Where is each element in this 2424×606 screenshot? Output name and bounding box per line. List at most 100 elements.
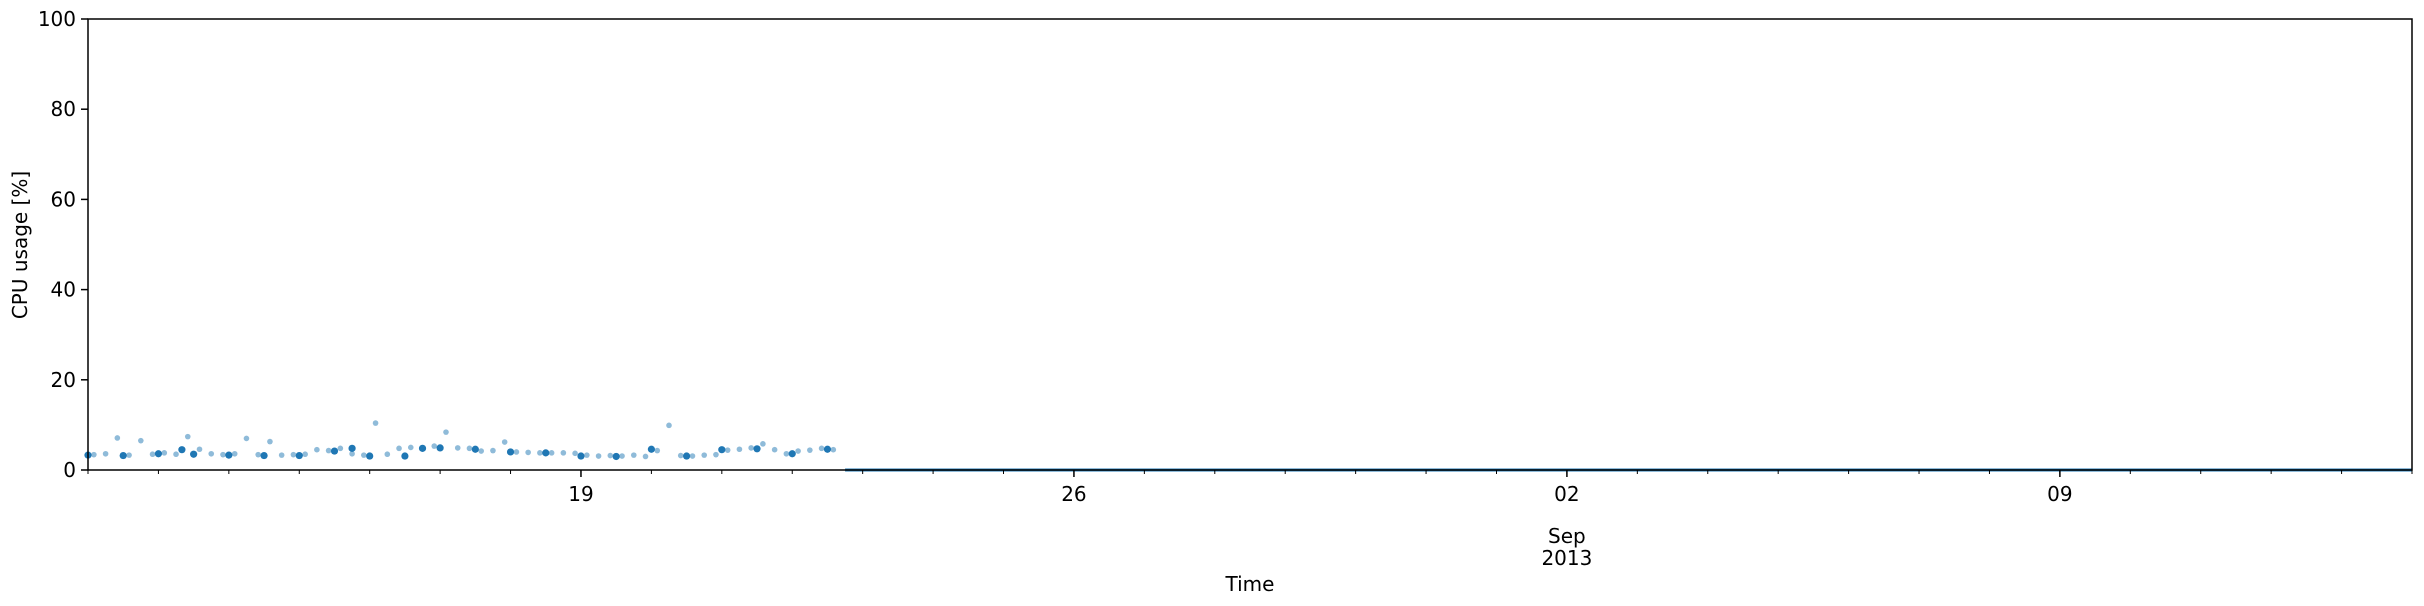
- data-point: [619, 453, 625, 459]
- data-point: [760, 441, 766, 447]
- x-tick-label: 26: [1061, 482, 1086, 506]
- data-point: [102, 450, 109, 457]
- data-point: [91, 451, 97, 458]
- data-point: [612, 452, 620, 461]
- x-tick-label: 19: [568, 482, 593, 506]
- data-point: [525, 449, 531, 456]
- data-point: [466, 445, 473, 452]
- y-tick-label: 40: [51, 278, 76, 302]
- data-point: [401, 452, 409, 460]
- data-point: [190, 450, 198, 458]
- data-point: [607, 452, 614, 459]
- data-point: [783, 450, 790, 457]
- data-point: [771, 446, 778, 453]
- y-tick-label: 0: [63, 458, 76, 482]
- x-month-label: Sep: [1548, 524, 1586, 548]
- data-point: [372, 420, 379, 426]
- data-point: [225, 451, 233, 459]
- data-point: [384, 451, 391, 458]
- data-point: [196, 446, 203, 453]
- data-point: [267, 438, 273, 445]
- data-point: [683, 452, 691, 460]
- data-point: [330, 447, 339, 455]
- data-point: [537, 450, 543, 456]
- data-point: [366, 452, 374, 460]
- data-point: [823, 445, 832, 453]
- data-point: [361, 452, 367, 458]
- data-point: [184, 433, 191, 440]
- data-point: [278, 452, 285, 458]
- data-point: [830, 446, 837, 453]
- data-point: [314, 446, 320, 453]
- y-axis-label: CPU usage [%]: [8, 171, 32, 319]
- data-point: [718, 446, 726, 454]
- data-point: [431, 443, 438, 449]
- data-point: [654, 447, 661, 454]
- data-point: [713, 451, 719, 458]
- data-point: [138, 437, 144, 444]
- data-point: [255, 451, 261, 458]
- data-point: [243, 435, 250, 442]
- data-point: [302, 451, 308, 458]
- data-point: [443, 429, 449, 435]
- plot-area: [88, 19, 2412, 470]
- data-point: [349, 450, 355, 457]
- data-point: [161, 450, 168, 456]
- y-tick-label: 20: [51, 368, 76, 392]
- data-point: [501, 439, 508, 445]
- y-tick-label: 100: [38, 7, 76, 31]
- data-point: [560, 450, 567, 456]
- x-tick-label: 02: [1554, 482, 1579, 506]
- data-point: [119, 451, 127, 460]
- data-point: [572, 450, 578, 457]
- data-point: [290, 451, 297, 458]
- data-point: [407, 444, 414, 451]
- data-point: [149, 451, 156, 458]
- data-point: [595, 453, 602, 459]
- y-tick-label: 60: [51, 187, 76, 211]
- data-point: [418, 444, 427, 452]
- data-point: [577, 452, 585, 460]
- data-point: [788, 450, 796, 458]
- data-point: [178, 446, 186, 454]
- data-point: [748, 445, 754, 451]
- data-point: [753, 445, 761, 453]
- data-point: [208, 450, 215, 457]
- data-point: [542, 449, 550, 457]
- data-point: [126, 452, 132, 458]
- y-tick-label: 80: [51, 97, 76, 121]
- data-point: [647, 445, 655, 453]
- data-point: [807, 447, 813, 453]
- data-point: [454, 445, 461, 451]
- data-point: [348, 444, 356, 452]
- data-point: [506, 448, 515, 456]
- data-point: [666, 422, 672, 429]
- data-point: [436, 444, 444, 452]
- data-point: [736, 446, 743, 453]
- data-point: [724, 447, 731, 453]
- data-point: [795, 448, 801, 454]
- data-point: [260, 451, 268, 460]
- x-axis-label: Time: [1225, 572, 1275, 596]
- data-point: [231, 450, 238, 457]
- data-point: [154, 450, 163, 458]
- data-point: [478, 448, 485, 454]
- data-point: [490, 447, 496, 454]
- data-point: [630, 452, 637, 458]
- data-point: [396, 445, 402, 452]
- data-point: [114, 435, 121, 441]
- data-point: [818, 445, 825, 452]
- data-point: [337, 445, 344, 452]
- data-point: [471, 445, 479, 453]
- data-point: [701, 452, 708, 458]
- data-point: [642, 453, 649, 460]
- data-point: [295, 451, 303, 460]
- data-point: [513, 449, 520, 455]
- plot-frame: [87, 18, 2413, 471]
- data-point: [173, 451, 179, 458]
- x-year-label: 2013: [1541, 546, 1592, 570]
- x-tick-label: 09: [2047, 482, 2072, 506]
- data-point: [689, 453, 696, 459]
